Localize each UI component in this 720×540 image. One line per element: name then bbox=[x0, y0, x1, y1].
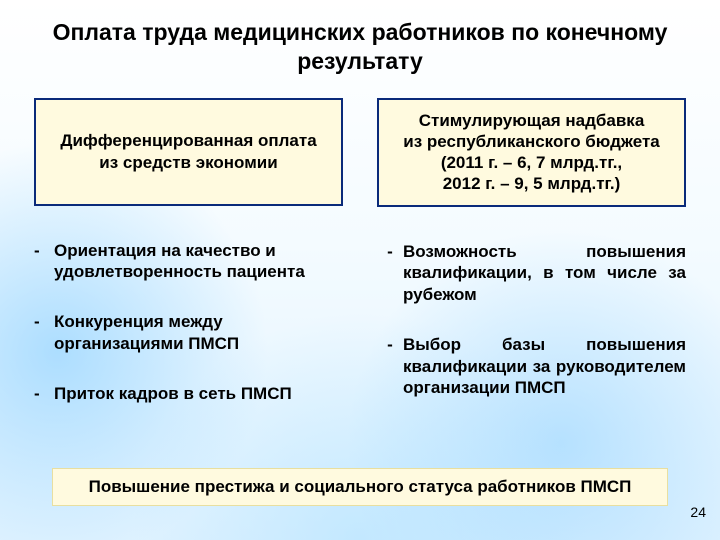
list-item: - Ориентация на качество и удовлетворенн… bbox=[34, 240, 343, 284]
bullet-text: Приток кадров в сеть ПМСП bbox=[54, 383, 343, 405]
left-bullets: - Ориентация на качество и удовлетворенн… bbox=[34, 240, 343, 405]
bullet-dash: - bbox=[34, 311, 54, 355]
right-bullets: - Возможность повышения квалификации, в … bbox=[377, 241, 686, 400]
left-box: Дифференцированная оплатаиз средств экон… bbox=[34, 98, 343, 206]
slide-title: Оплата труда медицинских работников по к… bbox=[34, 18, 686, 76]
bullet-dash: - bbox=[34, 240, 54, 284]
right-box-text: Стимулирующая надбавкаиз республиканског… bbox=[403, 110, 660, 195]
bullet-text: Конкуренция между организациями ПМСП bbox=[54, 311, 343, 355]
left-column: Дифференцированная оплатаиз средств экон… bbox=[34, 98, 343, 405]
right-column: Стимулирующая надбавкаиз республиканског… bbox=[377, 98, 686, 405]
footer-box: Повышение престижа и социального статуса… bbox=[52, 468, 668, 506]
right-box: Стимулирующая надбавкаиз республиканског… bbox=[377, 98, 686, 207]
left-box-text: Дифференцированная оплатаиз средств экон… bbox=[60, 130, 316, 173]
bullet-dash: - bbox=[34, 383, 54, 405]
bullet-text: Возможность повышения квалификации, в то… bbox=[403, 241, 686, 306]
list-item: - Возможность повышения квалификации, в … bbox=[377, 241, 686, 306]
list-item: - Выбор базы повышения квалификации за р… bbox=[377, 334, 686, 399]
columns: Дифференцированная оплатаиз средств экон… bbox=[34, 98, 686, 405]
bullet-dash: - bbox=[377, 241, 403, 306]
bullet-dash: - bbox=[377, 334, 403, 399]
list-item: - Конкуренция между организациями ПМСП bbox=[34, 311, 343, 355]
footer-text: Повышение престижа и социального статуса… bbox=[89, 477, 632, 496]
list-item: - Приток кадров в сеть ПМСП bbox=[34, 383, 343, 405]
slide: Оплата труда медицинских работников по к… bbox=[0, 0, 720, 540]
bullet-text: Выбор базы повышения квалификации за рук… bbox=[403, 334, 686, 399]
page-number: 24 bbox=[690, 504, 706, 520]
bullet-text: Ориентация на качество и удовлетвореннос… bbox=[54, 240, 343, 284]
